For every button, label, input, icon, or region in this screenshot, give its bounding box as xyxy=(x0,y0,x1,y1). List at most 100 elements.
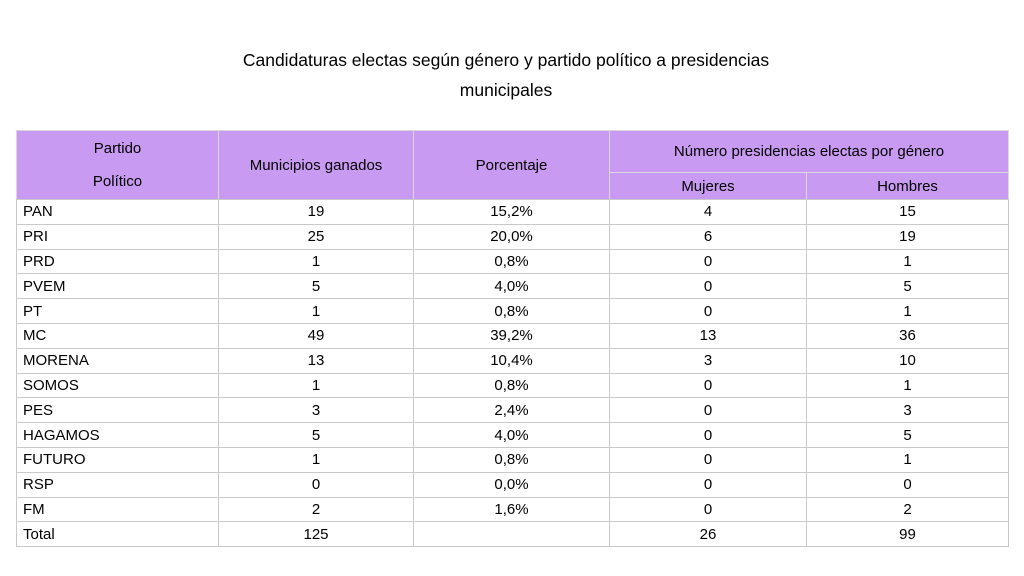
page-title: Candidaturas electas según género y part… xyxy=(0,45,1012,105)
porcentaje-cell: 39,2% xyxy=(413,322,610,349)
mujeres-cell: 3 xyxy=(609,347,807,374)
mujeres-cell: 4 xyxy=(609,199,807,225)
porcentaje-cell: 4,0% xyxy=(413,273,610,300)
party-cell: PRD xyxy=(16,248,219,275)
municipios-cell: 125 xyxy=(218,521,414,548)
mujeres-cell: 0 xyxy=(609,372,807,399)
hombres-cell: 15 xyxy=(806,199,1009,225)
municipios-cell: 2 xyxy=(218,496,414,523)
municipios-cell: 3 xyxy=(218,397,414,424)
municipios-cell: 49 xyxy=(218,322,414,349)
table-row: RSP 0 0,0% 0 0 xyxy=(16,471,1009,498)
municipios-cell: 5 xyxy=(218,422,414,448)
mujeres-cell: 13 xyxy=(609,322,807,349)
table-row: SOMOS 1 0,8% 0 1 xyxy=(16,372,1009,399)
party-cell: PAN xyxy=(16,199,219,225)
header-mujeres: Mujeres xyxy=(609,172,807,200)
table-body: PAN 19 15,2% 4 15 PRI 25 20,0% 6 19 PRD 1 0,8% 0 1 PVEM… xyxy=(16,199,1009,548)
party-cell: Total xyxy=(16,521,219,548)
header-partido-line1: Partido xyxy=(93,140,142,157)
header-row-1: Partido Político Municipios ganados Porc… xyxy=(16,130,1009,200)
party-cell: PES xyxy=(16,397,219,424)
party-cell: PVEM xyxy=(16,273,219,300)
porcentaje-cell: 10,4% xyxy=(413,347,610,374)
municipios-cell: 1 xyxy=(218,372,414,399)
porcentaje-cell xyxy=(413,521,610,548)
municipios-cell: 1 xyxy=(218,248,414,275)
results-table: Partido Político Municipios ganados Porc… xyxy=(16,130,1009,548)
municipios-cell: 5 xyxy=(218,273,414,300)
mujeres-cell: 0 xyxy=(609,422,807,448)
hombres-cell: 2 xyxy=(806,496,1009,523)
party-cell: PT xyxy=(16,298,219,324)
municipios-cell: 1 xyxy=(218,298,414,324)
party-cell: FUTURO xyxy=(16,446,219,473)
table-row: PRD 1 0,8% 0 1 xyxy=(16,248,1009,275)
table-row: PRI 25 20,0% 6 19 xyxy=(16,223,1009,250)
mujeres-cell: 0 xyxy=(609,496,807,523)
header-row-2: Mujeres Hombres xyxy=(17,172,1009,200)
hombres-cell: 10 xyxy=(806,347,1009,374)
mujeres-cell: 0 xyxy=(609,273,807,300)
title-line-2: municipales xyxy=(459,80,553,100)
header-porcentaje: Porcentaje xyxy=(413,130,610,200)
party-cell: HAGAMOS xyxy=(16,422,219,448)
party-cell: PRI xyxy=(16,223,219,250)
table-row: FM 2 1,6% 0 2 xyxy=(16,496,1009,523)
table-row: PAN 19 15,2% 4 15 xyxy=(16,199,1009,225)
party-cell: SOMOS xyxy=(16,372,219,399)
hombres-cell: 1 xyxy=(806,446,1009,473)
hombres-cell: 1 xyxy=(806,248,1009,275)
porcentaje-cell: 2,4% xyxy=(413,397,610,424)
municipios-cell: 1 xyxy=(218,446,414,473)
hombres-cell: 36 xyxy=(806,322,1009,349)
porcentaje-cell: 1,6% xyxy=(413,496,610,523)
municipios-cell: 13 xyxy=(218,347,414,374)
header-partido-line2: Político xyxy=(92,173,143,190)
hombres-cell: 5 xyxy=(806,273,1009,300)
hombres-cell: 0 xyxy=(806,471,1009,498)
mujeres-cell: 0 xyxy=(609,471,807,498)
porcentaje-cell: 0,0% xyxy=(413,471,610,498)
table-row: PES 3 2,4% 0 3 xyxy=(16,397,1009,424)
porcentaje-cell: 0,8% xyxy=(413,248,610,275)
table-row: MORENA 13 10,4% 3 10 xyxy=(16,347,1009,374)
hombres-cell: 3 xyxy=(806,397,1009,424)
table-row-total: Total 125 26 99 xyxy=(16,521,1009,548)
porcentaje-cell: 0,8% xyxy=(413,372,610,399)
hombres-cell: 1 xyxy=(806,372,1009,399)
table-row: HAGAMOS 5 4,0% 0 5 xyxy=(16,422,1009,448)
porcentaje-cell: 0,8% xyxy=(413,446,610,473)
header-municipios-ganados: Municipios ganados xyxy=(218,130,414,200)
mujeres-cell: 6 xyxy=(609,223,807,250)
porcentaje-cell: 20,0% xyxy=(413,223,610,250)
hombres-cell: 5 xyxy=(806,422,1009,448)
table-row: FUTURO 1 0,8% 0 1 xyxy=(16,446,1009,473)
municipios-cell: 0 xyxy=(218,471,414,498)
table-row: MC 49 39,2% 13 36 xyxy=(16,322,1009,349)
party-cell: RSP xyxy=(16,471,219,498)
header-genero-group: Número presidencias electas por género xyxy=(609,130,1009,173)
hombres-cell: 1 xyxy=(806,298,1009,324)
title-line-1: Candidaturas electas según género y part… xyxy=(242,50,770,70)
table-row: PVEM 5 4,0% 0 5 xyxy=(16,273,1009,300)
party-cell: FM xyxy=(16,496,219,523)
municipios-cell: 19 xyxy=(218,199,414,225)
porcentaje-cell: 0,8% xyxy=(413,298,610,324)
municipios-cell: 25 xyxy=(218,223,414,250)
header-hombres: Hombres xyxy=(806,172,1009,200)
mujeres-cell: 0 xyxy=(609,397,807,424)
party-cell: MORENA xyxy=(16,347,219,374)
mujeres-cell: 0 xyxy=(609,298,807,324)
header-partido-politico: Partido Político xyxy=(16,130,219,200)
mujeres-cell: 26 xyxy=(609,521,807,548)
table-header: Partido Político Municipios ganados Porc… xyxy=(16,130,1009,200)
party-cell: MC xyxy=(16,322,219,349)
mujeres-cell: 0 xyxy=(609,446,807,473)
hombres-cell: 99 xyxy=(806,521,1009,548)
hombres-cell: 19 xyxy=(806,223,1009,250)
porcentaje-cell: 15,2% xyxy=(413,199,610,225)
porcentaje-cell: 4,0% xyxy=(413,422,610,448)
table-row: PT 1 0,8% 0 1 xyxy=(16,298,1009,324)
